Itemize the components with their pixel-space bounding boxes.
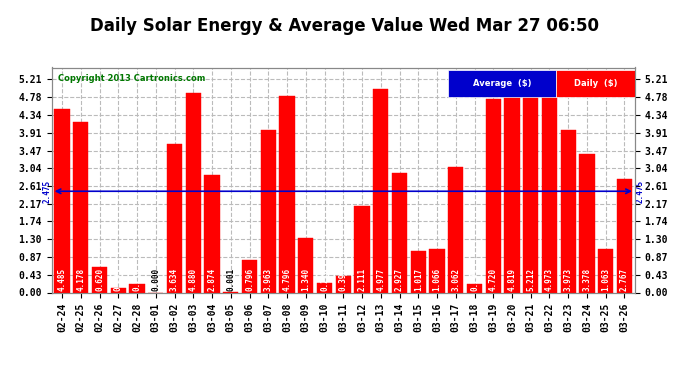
Text: 2.927: 2.927	[395, 268, 404, 291]
Bar	[92, 267, 107, 292]
Text: 4.977: 4.977	[376, 268, 385, 291]
Text: 1.340: 1.340	[302, 268, 310, 291]
Text: 0.000: 0.000	[151, 268, 160, 291]
Bar	[617, 179, 632, 292]
Bar	[467, 284, 482, 292]
Bar	[261, 130, 276, 292]
Text: Copyright 2013 Cartronics.com: Copyright 2013 Cartronics.com	[57, 74, 205, 83]
Bar	[411, 251, 426, 292]
Bar	[73, 122, 88, 292]
Text: 0.392: 0.392	[339, 268, 348, 291]
Bar	[486, 99, 501, 292]
Bar	[167, 144, 182, 292]
FancyBboxPatch shape	[556, 70, 635, 97]
Text: 3.062: 3.062	[451, 268, 460, 291]
Text: 3.378: 3.378	[582, 268, 591, 291]
Text: Daily Solar Energy & Average Value Wed Mar 27 06:50: Daily Solar Energy & Average Value Wed M…	[90, 17, 600, 35]
Bar	[448, 167, 464, 292]
Text: 0.210: 0.210	[132, 268, 141, 291]
Text: 0.201: 0.201	[470, 268, 479, 291]
Text: 4.720: 4.720	[489, 268, 497, 291]
Bar	[317, 283, 332, 292]
Text: 1.063: 1.063	[601, 268, 610, 291]
Bar	[523, 79, 538, 292]
Text: 0.001: 0.001	[226, 268, 235, 291]
Text: 1.017: 1.017	[414, 268, 423, 291]
FancyBboxPatch shape	[448, 70, 556, 97]
Text: 2.475: 2.475	[42, 180, 51, 203]
Text: 2.874: 2.874	[208, 268, 217, 291]
Text: 3.963: 3.963	[264, 268, 273, 291]
Bar	[392, 173, 407, 292]
Text: 3.634: 3.634	[170, 268, 179, 291]
Bar	[373, 89, 388, 292]
Text: 3.973: 3.973	[564, 268, 573, 291]
Bar	[429, 249, 444, 292]
Bar	[204, 175, 219, 292]
Bar	[298, 238, 313, 292]
Text: 1.066: 1.066	[433, 268, 442, 291]
Text: 2.111: 2.111	[357, 268, 366, 291]
Text: 4.485: 4.485	[57, 268, 66, 291]
Bar	[55, 109, 70, 292]
Text: 4.796: 4.796	[282, 268, 292, 291]
Text: Daily  ($): Daily ($)	[573, 79, 617, 88]
Bar	[110, 288, 126, 292]
Bar	[542, 89, 558, 292]
Text: 0.620: 0.620	[95, 268, 104, 291]
Text: 4.880: 4.880	[189, 268, 198, 291]
Bar	[560, 130, 576, 292]
Bar	[335, 276, 351, 292]
Text: Average  ($): Average ($)	[473, 79, 531, 88]
Text: 0.104: 0.104	[114, 268, 123, 291]
Bar	[355, 206, 370, 292]
Bar	[598, 249, 613, 292]
Bar	[580, 154, 595, 292]
Text: 0.228: 0.228	[320, 268, 329, 291]
Bar	[279, 96, 295, 292]
Bar	[129, 284, 145, 292]
Text: 5.212: 5.212	[526, 268, 535, 291]
Text: 0.796: 0.796	[245, 268, 254, 291]
Bar	[504, 95, 520, 292]
Text: 4.973: 4.973	[545, 268, 554, 291]
Bar	[186, 93, 201, 292]
Text: 4.819: 4.819	[508, 268, 517, 291]
Text: 4.178: 4.178	[77, 268, 86, 291]
Text: 2.475: 2.475	[635, 180, 644, 203]
Bar	[242, 260, 257, 292]
Text: 2.767: 2.767	[620, 268, 629, 291]
